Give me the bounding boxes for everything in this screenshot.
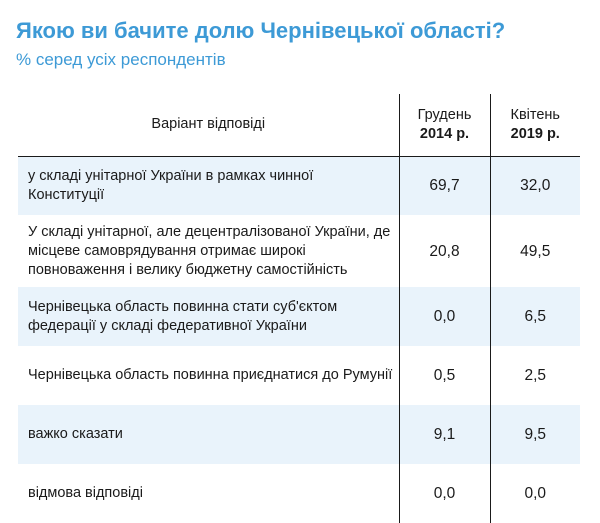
table-row: важко сказати 9,1 9,5 bbox=[18, 405, 580, 464]
header-2014: Грудень 2014 р. bbox=[399, 94, 491, 157]
value-2019: 2,5 bbox=[524, 367, 547, 384]
table-row: у складі унітарної України в рамках чинн… bbox=[18, 156, 580, 215]
table-header-row: Варіант відповіді Грудень 2014 р. Квітен… bbox=[18, 94, 580, 157]
page-title: Якою ви бачите долю Чернівецької області… bbox=[16, 18, 506, 43]
value-2019: 9,5 bbox=[524, 426, 547, 443]
table-row: Чернівецька область повинна стати суб'єк… bbox=[18, 287, 580, 346]
value-2014: 0,5 bbox=[399, 346, 491, 405]
header-2019-year: 2019 р. bbox=[510, 125, 560, 142]
page-subtitle: % серед усіх респондентів bbox=[16, 50, 226, 69]
header-2014-month: Грудень bbox=[417, 106, 472, 123]
value-2014: 20,8 bbox=[399, 215, 491, 287]
row-label: важко сказати bbox=[18, 405, 400, 464]
row-label: Чернівецька область повинна приєднатися … bbox=[18, 346, 400, 405]
value-2019: 49,5 bbox=[520, 242, 551, 260]
row-label: У складі унітарної, але децентралізовано… bbox=[18, 215, 400, 287]
row-label: відмова відповіді bbox=[18, 464, 400, 523]
value-2014: 69,7 bbox=[399, 156, 491, 215]
value-2014: 0,0 bbox=[399, 287, 491, 346]
value-2019: 32,0 bbox=[520, 177, 551, 195]
header-2019-month: Квітень bbox=[510, 106, 560, 123]
row-label: у складі унітарної України в рамках чинн… bbox=[18, 156, 400, 215]
table-row: У складі унітарної, але децентралізовано… bbox=[18, 215, 580, 287]
survey-table: Варіант відповіді Грудень 2014 р. Квітен… bbox=[18, 94, 580, 523]
value-2019: 0,0 bbox=[524, 485, 547, 502]
table-row: відмова відповіді 0,0 0,0 bbox=[18, 464, 580, 523]
value-2019: 6,5 bbox=[524, 308, 547, 325]
table-row: Чернівецька область повинна приєднатися … bbox=[18, 346, 580, 405]
header-option: Варіант відповіді bbox=[18, 94, 400, 157]
value-2014: 9,1 bbox=[399, 405, 491, 464]
value-2014: 0,0 bbox=[399, 464, 491, 523]
header-2014-year: 2014 р. bbox=[419, 125, 470, 142]
header-2019: Квітень 2019 р. bbox=[490, 94, 580, 157]
row-label: Чернівецька область повинна стати суб'єк… bbox=[18, 287, 400, 346]
